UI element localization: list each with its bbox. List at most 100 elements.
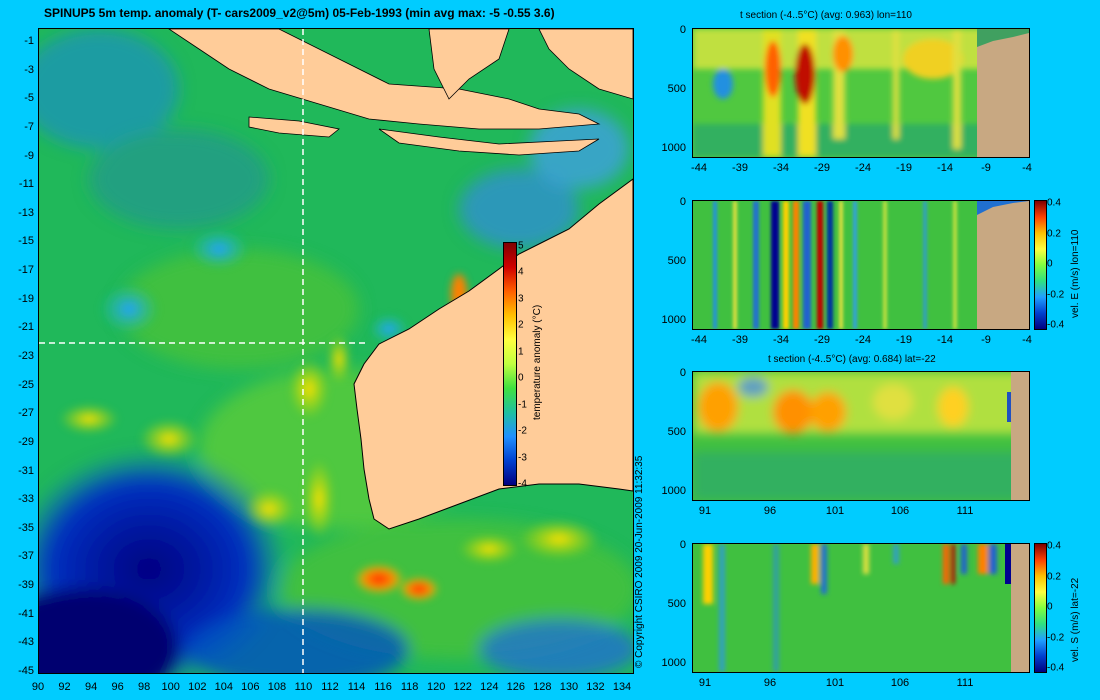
map-lat-tick: -21	[18, 321, 34, 334]
map-lat-tick: -25	[18, 378, 34, 391]
map-lon-tick: 106	[241, 681, 260, 693]
map-lat-tick: -1	[24, 35, 34, 47]
panel-1-y-tick: 1000	[661, 142, 686, 154]
map-lat-tick: -31	[18, 464, 34, 477]
map-lat-tick: -29	[18, 435, 34, 448]
map-lon-tick: 126	[506, 681, 525, 693]
map-lon-tick: 92	[58, 681, 71, 693]
map-lat-tick: -13	[18, 206, 34, 219]
map-lon-tick: 128	[533, 681, 552, 693]
panel-3-y-tick: 500	[667, 426, 686, 438]
panel-2-x-tick: -19	[896, 334, 912, 346]
map-lon-tick: 118	[400, 681, 419, 693]
panel-2-plot[interactable]	[692, 200, 1030, 330]
map-colorbar-tick: -4	[518, 478, 527, 490]
map-colorbar-tick: 4	[518, 266, 524, 278]
panel-1-x-tick: -34	[773, 162, 789, 174]
panel-2-colorbar-tick: -0.2	[1047, 289, 1065, 300]
panel-4-x-tick: 91	[698, 677, 712, 689]
panel-4-colorbar-tick: 0.2	[1047, 571, 1061, 582]
panel-3-y-tick: 1000	[661, 485, 686, 497]
map-lon-tick: 130	[559, 681, 579, 693]
panel-4-x-tick: 96	[763, 677, 777, 689]
panel-1-x-tick: -9	[981, 162, 991, 174]
map-lon-tick: 134	[612, 681, 632, 693]
map-lat-tick: -39	[18, 579, 34, 592]
land-java-south	[248, 116, 340, 138]
map-lon-tick: 132	[586, 681, 605, 693]
panel-1-x-tick: -24	[855, 162, 871, 174]
panel-2-colorbar-tick: 0.4	[1047, 197, 1061, 209]
panel-2-x-tick: -29	[814, 334, 830, 346]
panel-3-svg	[693, 372, 1029, 500]
map-lon-tick: 114	[347, 681, 366, 693]
panel-1-x-tick: -4	[1022, 162, 1032, 174]
panel-4-colorbar-tick: -0.2	[1047, 632, 1065, 643]
panel-4-y-tick: 500	[667, 598, 686, 610]
map-lat-tick: -3	[24, 63, 34, 76]
land-sumatra-java	[168, 29, 601, 130]
map-lat-tick: -41	[18, 607, 34, 620]
panel-2-x-tick: -14	[937, 334, 953, 346]
panel-2-x-tick: -24	[855, 334, 871, 346]
panel-4-colorbar-tick: 0	[1047, 601, 1053, 613]
panel-3-x-tick: 96	[763, 505, 777, 517]
map-plot[interactable]	[38, 28, 634, 674]
panel-2-y-tick: 500	[667, 255, 686, 267]
panel-3-x-tick: 101	[825, 505, 845, 517]
map-lat-tick: -15	[18, 235, 34, 248]
map-lon-tick: 104	[214, 681, 233, 693]
panel-4-y-tick: 0	[679, 539, 686, 551]
map-lat-tick: -35	[18, 521, 34, 534]
panel-3-y-tick: 0	[679, 367, 686, 379]
panel-1-x-tick: -39	[732, 162, 748, 174]
panel-4-x-tick: 111	[956, 677, 974, 689]
map-lon-tick: 120	[426, 681, 446, 693]
panel-4-x-tick: 106	[890, 677, 910, 689]
map-lat-tick: -17	[18, 264, 34, 277]
panel-1-y-tick: 0	[679, 24, 686, 36]
panel-3-plot[interactable]	[692, 371, 1030, 501]
panel-4-x-tick: 101	[825, 677, 845, 689]
map-colorbar	[503, 242, 517, 486]
panel-2-x-tick: -34	[773, 334, 789, 346]
map-colorbar-tick: -2	[518, 425, 527, 437]
map-colorbar-tick: 3	[518, 293, 524, 305]
map-lat-tick: -27	[18, 407, 34, 420]
panel-2-x-tick: -4	[1022, 334, 1032, 346]
panel-3-x-tick: 111	[956, 505, 974, 517]
panel-4-svg	[693, 544, 1029, 672]
panel-1-x-tick: -14	[937, 162, 953, 174]
map-lon-tick: 100	[161, 681, 180, 693]
copyright-text: © Copyright CSIRO 2009 20-Jun-2009 11:32…	[634, 455, 645, 668]
map-lat-tick: -43	[18, 636, 34, 649]
panel-2-colorbar-tick: -0.4	[1047, 319, 1065, 331]
map-title: SPINUP5 5m temp. anomaly (T- cars2009_v2…	[44, 6, 555, 20]
map-lat-tick: -23	[18, 350, 34, 362]
map-lat-tick: -11	[18, 178, 34, 191]
map-colorbar-tick: -1	[518, 399, 527, 411]
panel-4-colorbar	[1034, 543, 1047, 673]
panel-1-y-tick: 500	[667, 83, 686, 95]
map-lat-tick: -19	[18, 292, 34, 305]
panel-2-colorbar	[1034, 200, 1047, 330]
map-colorbar-tick: 5	[518, 240, 524, 252]
panel-2-colorbar-tick: 0.2	[1047, 228, 1061, 239]
panel-2-x-tick: -9	[981, 334, 991, 346]
panel-2-y-tick: 1000	[661, 314, 686, 326]
map-colorbar-tick: 1	[518, 346, 524, 358]
map-lon-tick: 90	[31, 681, 45, 693]
panel-1-plot[interactable]	[692, 28, 1030, 158]
panel-3-x-tick: 91	[698, 505, 712, 517]
map-lon-tick: 110	[294, 681, 313, 693]
map-lon-tick: 94	[84, 681, 98, 693]
panel-4-plot[interactable]	[692, 543, 1030, 673]
panel-4-colorbar-tick: -0.4	[1047, 662, 1065, 674]
map-lon-tick: 108	[267, 681, 287, 693]
panel-1-title: t section (-4..5°C) (avg: 0.963) lon=110	[740, 10, 912, 21]
map-colorbar-label: temperature anomaly (°C)	[532, 304, 543, 420]
map-lon-tick: 116	[374, 681, 392, 693]
map-lon-tick: 122	[453, 681, 472, 693]
map-lat-tick: -37	[18, 550, 34, 563]
map-colorbar-tick: -3	[518, 452, 527, 464]
